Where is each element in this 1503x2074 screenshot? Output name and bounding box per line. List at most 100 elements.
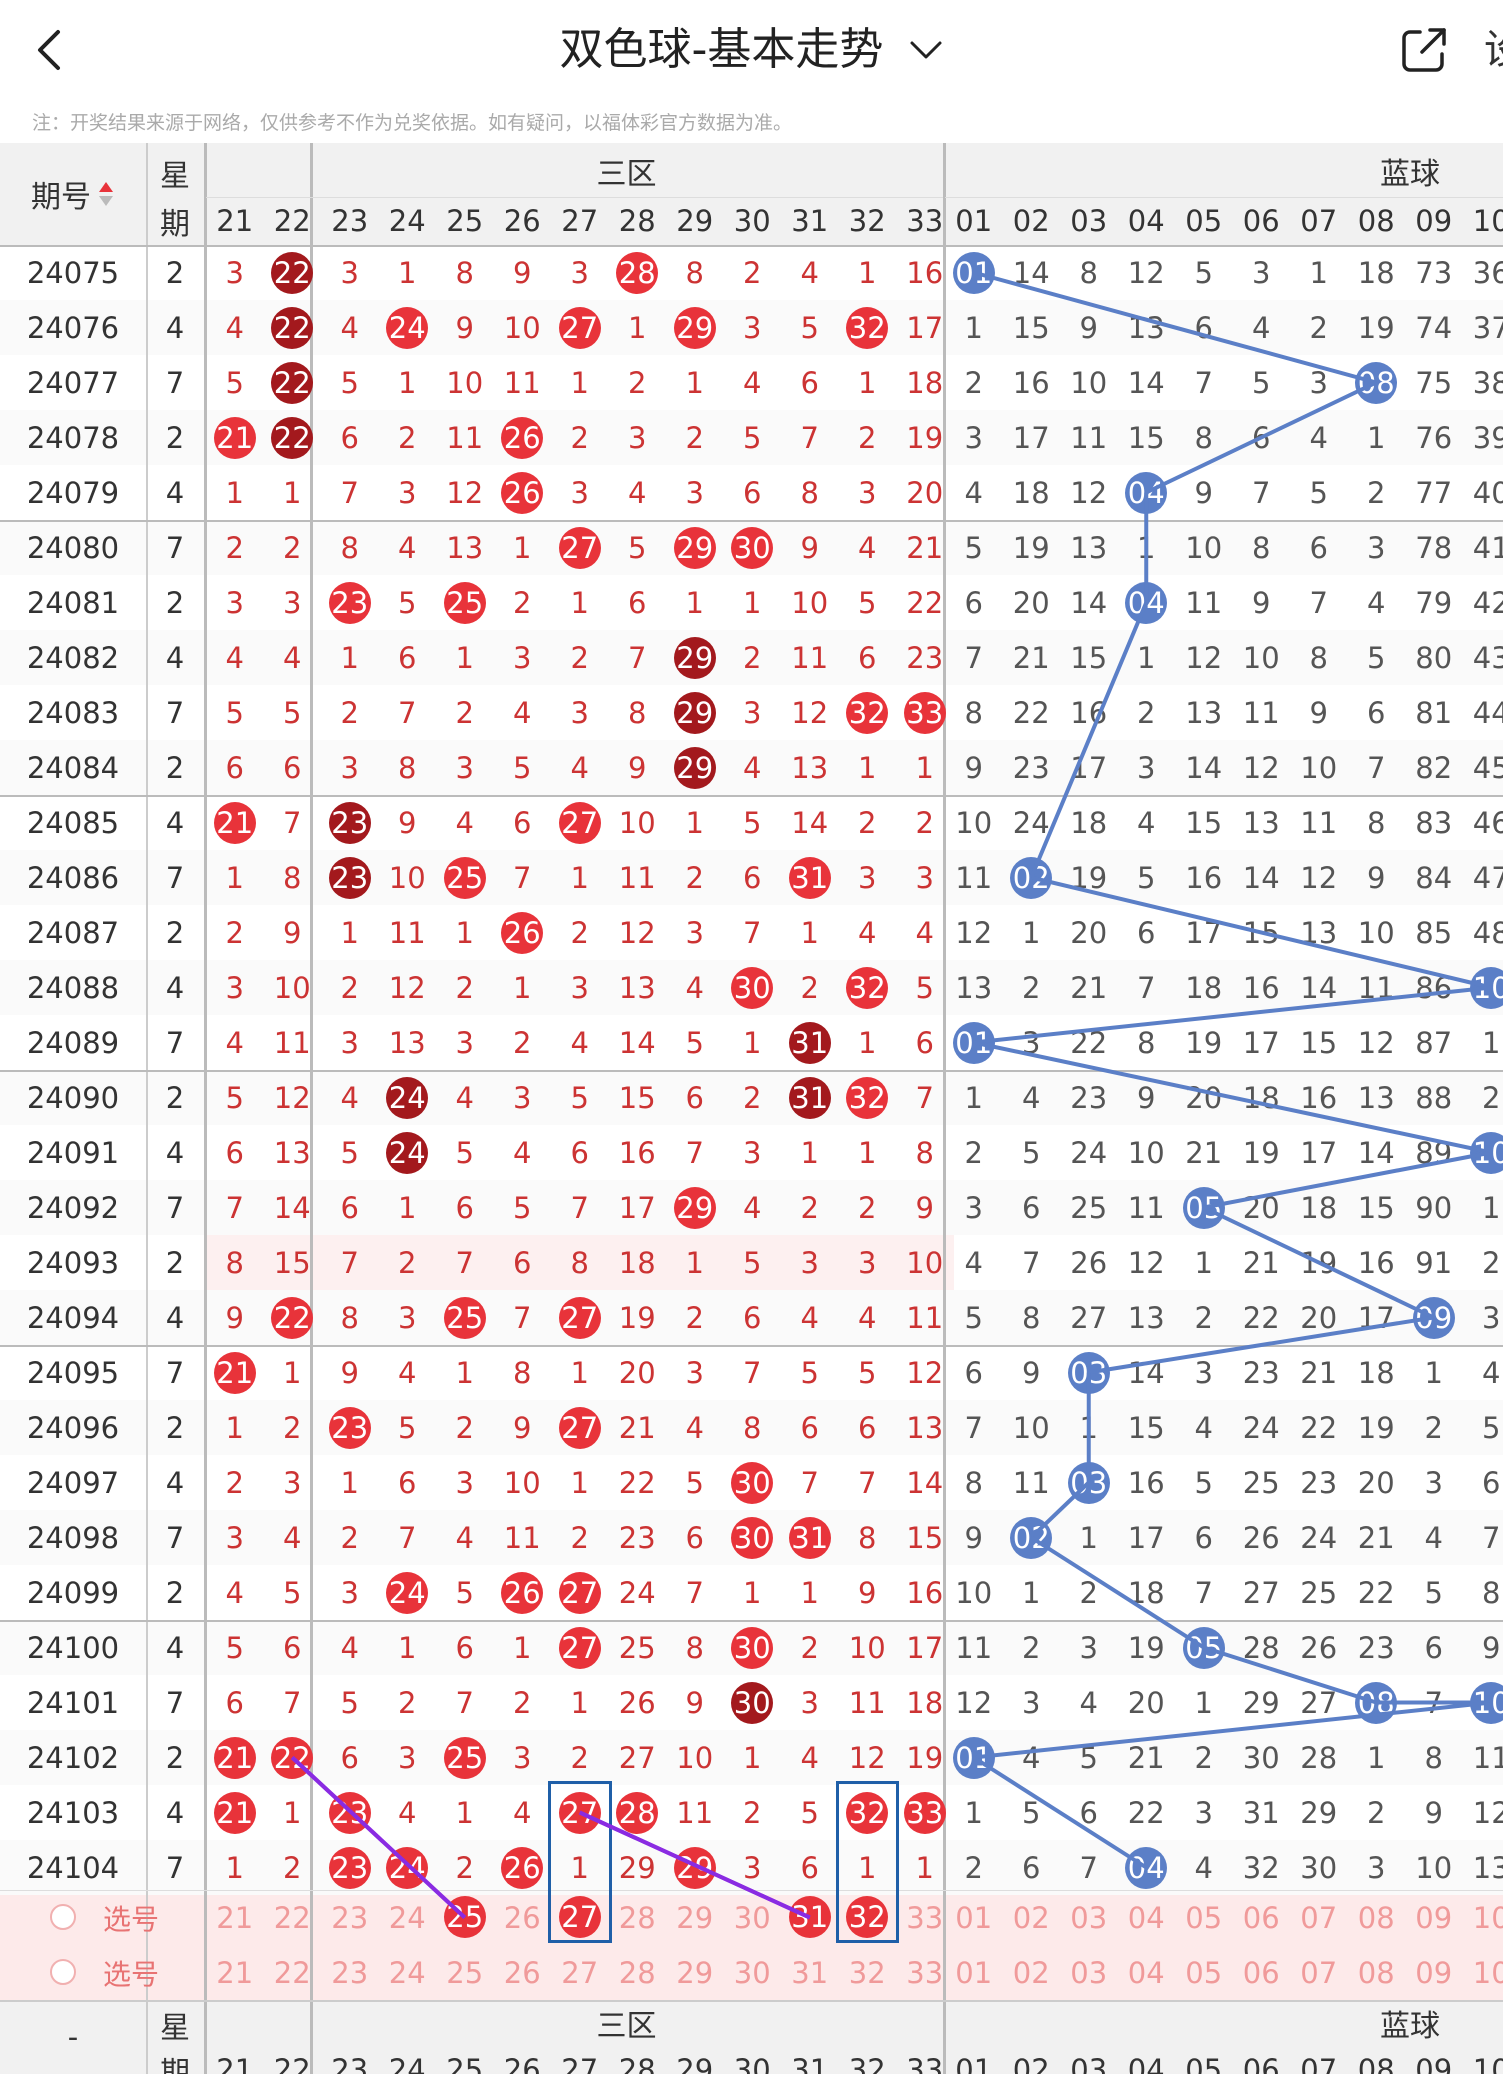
blue-miss-cell: 1 — [1482, 1190, 1501, 1225]
select-blue-number[interactable]: 05 — [1185, 1955, 1223, 1990]
select-blue-number[interactable]: 08 — [1357, 1955, 1395, 1990]
red-miss-cell: 2 — [398, 420, 417, 455]
select-red-number[interactable]: 28 — [618, 1955, 656, 1990]
red-miss-cell: 1 — [570, 1685, 589, 1720]
select-label[interactable]: 选号 — [102, 1902, 159, 1936]
issue-header[interactable]: 期号 — [0, 143, 146, 245]
select-blue-number[interactable]: 02 — [1012, 1900, 1050, 1935]
select-red-number[interactable]: 23 — [331, 1900, 369, 1935]
week-cell: 4 — [165, 310, 185, 345]
select-blue-number[interactable]: 09 — [1415, 1955, 1453, 1990]
blue-miss-cell: 21 — [1242, 1245, 1280, 1280]
select-red-number[interactable]: 24 — [388, 1955, 426, 1990]
red-ball: 33 — [903, 691, 946, 734]
red-miss-cell: 5 — [628, 530, 647, 565]
red-miss-cell: 1 — [685, 805, 704, 840]
select-red-number[interactable]: 22 — [273, 1955, 311, 1990]
purple-pick-line — [578, 1810, 811, 1920]
select-red-number[interactable]: 21 — [216, 1900, 254, 1935]
share-icon[interactable] — [1398, 24, 1450, 76]
select-red-number[interactable]: 31 — [791, 1955, 829, 1990]
select-blue-number[interactable]: 07 — [1300, 1955, 1338, 1990]
issue-cell: 24097 — [26, 1465, 120, 1500]
select-red-number[interactable]: 24 — [388, 1900, 426, 1935]
select-red-number[interactable]: 32 — [848, 1955, 886, 1990]
select-red-number[interactable]: 29 — [676, 1900, 714, 1935]
sort-icon[interactable] — [97, 179, 115, 209]
select-blue-number[interactable]: 09 — [1415, 1900, 1453, 1935]
blue-miss-cell: 2 — [1367, 475, 1386, 510]
select-red-number[interactable]: 33 — [906, 1955, 944, 1990]
red-miss-cell: 18 — [618, 1245, 656, 1280]
blue-miss-cell: 2 — [1137, 695, 1156, 730]
select-radio[interactable] — [50, 1959, 76, 1985]
blue-miss-cell: 3 — [1309, 365, 1328, 400]
select-red-number[interactable]: 33 — [906, 1900, 944, 1935]
week-cell: 2 — [165, 1245, 185, 1280]
select-red-number[interactable]: 23 — [331, 1955, 369, 1990]
blue-miss-cell: 4 — [1194, 1850, 1213, 1885]
select-red-number[interactable]: 27 — [561, 1955, 599, 1990]
blue-miss-cell: 15 — [1300, 1025, 1338, 1060]
select-red-number[interactable]: 28 — [618, 1900, 656, 1935]
red-miss-cell: 1 — [570, 1465, 589, 1500]
blue-miss-cell: 36 — [1472, 255, 1503, 290]
select-blue-number[interactable]: 08 — [1357, 1900, 1395, 1935]
red-miss-cell: 5 — [800, 310, 819, 345]
red-miss-cell: 3 — [685, 915, 704, 950]
red-miss-cell: 2 — [570, 1520, 589, 1555]
red-miss-cell: 1 — [570, 585, 589, 620]
select-blue-number[interactable]: 06 — [1242, 1900, 1280, 1935]
red-miss-cell: 6 — [225, 1685, 244, 1720]
select-red-number[interactable]: 26 — [503, 1900, 541, 1935]
select-blue-number[interactable]: 01 — [955, 1955, 993, 1990]
select-blue-number[interactable]: 03 — [1070, 1900, 1108, 1935]
select-blue-number[interactable]: 01 — [955, 1900, 993, 1935]
select-red-number[interactable]: 30 — [733, 1955, 771, 1990]
back-arrow-icon[interactable] — [28, 26, 76, 74]
red-miss-cell: 1 — [283, 1355, 302, 1390]
blue-miss-cell: 19 — [1012, 530, 1050, 565]
highlight-box — [548, 1781, 612, 1943]
red-column-header: 31 — [791, 203, 829, 238]
blue-miss-cell: 20 — [1127, 1685, 1165, 1720]
select-red-number[interactable]: 29 — [676, 1955, 714, 1990]
red-miss-cell: 2 — [858, 805, 877, 840]
blue-miss-cell: 1 — [1022, 1575, 1041, 1610]
blue-miss-cell: 18 — [1300, 1190, 1338, 1225]
red-miss-cell: 6 — [628, 585, 647, 620]
select-blue-number[interactable]: 03 — [1070, 1955, 1108, 1990]
select-blue-number[interactable]: 05 — [1185, 1900, 1223, 1935]
select-red-number[interactable]: 25 — [446, 1955, 484, 1990]
select-blue-number[interactable]: 10 — [1472, 1955, 1503, 1990]
select-red-number[interactable]: 26 — [503, 1955, 541, 1990]
issue-cell: 24098 — [26, 1520, 120, 1555]
select-blue-number[interactable]: 04 — [1127, 1955, 1165, 1990]
week-cell: 4 — [165, 1300, 185, 1335]
blue-miss-cell: 26 — [1242, 1520, 1280, 1555]
red-miss-cell: 1 — [225, 860, 244, 895]
page-title-dropdown[interactable]: 双色球-基本走势 — [0, 18, 1503, 80]
red-miss-cell: 6 — [858, 640, 877, 675]
blue-miss-cell: 20 — [1300, 1300, 1338, 1335]
red-miss-cell: 3 — [513, 1740, 532, 1775]
select-red-number[interactable]: 30 — [733, 1900, 771, 1935]
settings-button[interactable]: 设 — [1484, 24, 1503, 76]
select-label[interactable]: 选号 — [102, 1957, 159, 1991]
blue-miss-cell: 11 — [955, 1630, 993, 1665]
red-ball: 32 — [846, 691, 889, 734]
select-blue-number[interactable]: 06 — [1242, 1955, 1280, 1990]
footer-red-zone-label: 三区 — [596, 2009, 657, 2044]
select-radio[interactable] — [50, 1904, 76, 1930]
select-red-number[interactable]: 22 — [273, 1900, 311, 1935]
red-ball: 21 — [213, 1736, 256, 1779]
red-miss-cell: 9 — [685, 1685, 704, 1720]
blue-miss-cell: 46 — [1472, 805, 1503, 840]
red-column-header: 32 — [848, 203, 886, 238]
select-blue-number[interactable]: 02 — [1012, 1955, 1050, 1990]
select-blue-number[interactable]: 07 — [1300, 1900, 1338, 1935]
select-red-number[interactable]: 21 — [216, 1955, 254, 1990]
select-blue-number[interactable]: 10 — [1472, 1900, 1503, 1935]
select-blue-number[interactable]: 04 — [1127, 1900, 1165, 1935]
red-miss-cell: 4 — [225, 1025, 244, 1060]
